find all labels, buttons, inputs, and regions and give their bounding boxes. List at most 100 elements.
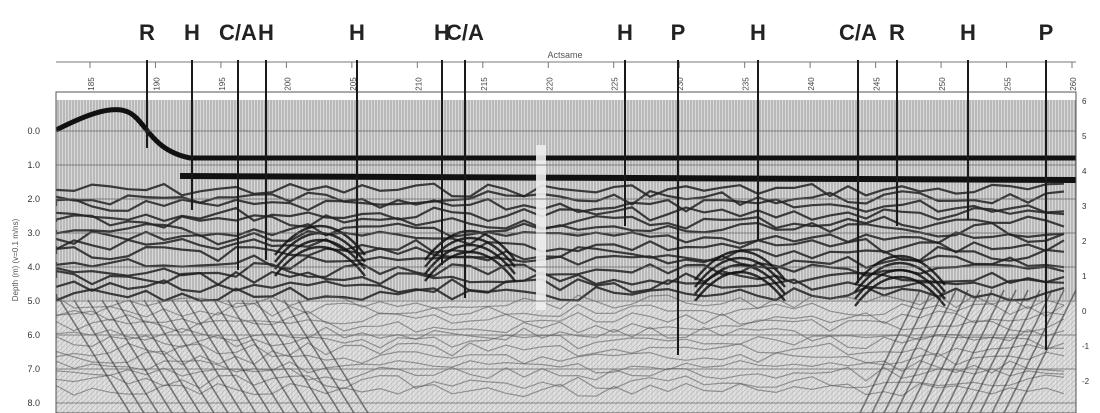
- reflection-layers: [56, 107, 1076, 413]
- right-axis-ticks: 6 5 4 3 2 1 0 -1 -2: [1082, 97, 1090, 386]
- marker-label: P: [1039, 20, 1054, 45]
- diffraction-tail: [943, 289, 1005, 413]
- hyperbola-arc: [854, 261, 946, 293]
- diffraction-tail: [967, 289, 1029, 413]
- right-tick-label: 2: [1082, 237, 1087, 246]
- top-tick-label: 220: [545, 77, 554, 91]
- hyperbola-arc: [424, 250, 516, 282]
- diffraction-tail: [185, 299, 257, 413]
- right-tick-label: 4: [1082, 167, 1087, 176]
- hyperbola-arc: [854, 275, 946, 307]
- reflection-line: [56, 285, 1065, 303]
- reflection-line: [56, 294, 1065, 310]
- hyperbola-arc: [694, 249, 786, 281]
- left-tick-label: 4.0: [27, 262, 40, 272]
- reflection-line: [56, 197, 1065, 214]
- left-tick-label: 8.0: [27, 398, 40, 408]
- reflection-line: [56, 189, 1065, 207]
- left-tick-label: 1.0: [27, 160, 40, 170]
- hyperbola-arc: [694, 270, 786, 302]
- diffraction-tail: [199, 299, 271, 413]
- hyperbola-arc: [424, 229, 516, 261]
- diffraction-tail: [883, 289, 945, 413]
- left-tick-label: 3.0: [27, 228, 40, 238]
- top-tick-label: 190: [152, 77, 161, 91]
- hyperbola-arc: [854, 268, 946, 300]
- marker-label: H: [258, 20, 274, 45]
- feature-markers: R H C/A H H HC/A H P H C/A R H P: [139, 20, 1053, 355]
- reflection-line: [56, 206, 1065, 223]
- top-tick-label: 185: [87, 77, 96, 91]
- top-tick-label: 215: [480, 77, 489, 91]
- top-tick-label: 240: [807, 77, 816, 91]
- diffraction-tail: [143, 299, 215, 413]
- hyperbola-arc: [274, 245, 366, 277]
- marker-label: H: [617, 20, 633, 45]
- top-tick-label: 225: [611, 77, 620, 91]
- top-axis-ticks: 185 190 195 200 205 210 215 220 225 230 235 240 245 2…: [87, 62, 1078, 91]
- top-tick-label: 200: [283, 77, 292, 91]
- surface-reflector: [56, 107, 1076, 161]
- top-tick-label: 255: [1004, 77, 1013, 91]
- diffraction-tail: [255, 299, 327, 413]
- right-tick-label: -2: [1082, 377, 1090, 386]
- depth-gridlines: [56, 130, 1076, 404]
- top-tick-label: 205: [349, 77, 358, 91]
- diffraction-tail: [919, 289, 981, 413]
- diffraction-tail: [907, 289, 969, 413]
- diffraction-tail: [157, 299, 229, 413]
- left-tick-label: 6.0: [27, 330, 40, 340]
- marker-label: P: [671, 20, 686, 45]
- marker-label: H: [349, 20, 365, 45]
- diffraction-tail: [213, 299, 285, 413]
- top-tick-label: 245: [873, 77, 882, 91]
- primary-reflector: [179, 173, 1076, 183]
- right-tick-label: 5: [1082, 132, 1087, 141]
- left-tick-label: 7.0: [27, 364, 40, 374]
- diffraction-tail: [241, 299, 313, 413]
- diffraction-tail: [59, 299, 131, 413]
- plot-frame: [55, 91, 1077, 413]
- reflection-line: [56, 310, 1065, 326]
- left-axis-ticks: 0.0 1.0 2.0 3.0 4.0 5.0 6.0 7.0 8.0: [27, 126, 40, 408]
- reflection-line: [56, 302, 1065, 318]
- top-tick-label: 260: [1069, 77, 1078, 91]
- hyperbola-arc: [694, 256, 786, 288]
- left-tick-label: 5.0: [27, 296, 40, 306]
- diffraction-tail: [283, 299, 355, 413]
- right-tick-label: 0: [1082, 307, 1087, 316]
- reflection-line: [56, 237, 1065, 254]
- diffraction-tail: [297, 299, 369, 413]
- diffraction-tail: [1003, 289, 1065, 413]
- diffraction-tail: [269, 299, 341, 413]
- reflection-line: [56, 342, 1065, 358]
- marker-label: R: [139, 20, 155, 45]
- marker-label: H: [750, 20, 766, 45]
- marker-label: C/A: [219, 20, 257, 45]
- hyperbola-arc: [424, 236, 516, 268]
- hyperbola-arc: [854, 254, 946, 286]
- diffraction-tail: [101, 299, 173, 413]
- diffraction-tail: [991, 289, 1053, 413]
- diffraction-tail: [227, 299, 299, 413]
- marker-label: H: [434, 20, 450, 45]
- header-band: [56, 92, 1076, 100]
- hyperbola-arc: [424, 243, 516, 275]
- reflection-line: [56, 182, 1065, 199]
- left-axis-label: Depth (m) (v=0.1 m/ns): [11, 218, 20, 301]
- marker-label: H: [960, 20, 976, 45]
- hyperbola-arc: [274, 224, 366, 256]
- right-tick-label: 3: [1082, 202, 1087, 211]
- diffraction-tail: [859, 289, 921, 413]
- reflection-line: [56, 366, 1065, 382]
- top-tick-label: 250: [938, 77, 947, 91]
- diffraction-tail: [895, 289, 957, 413]
- top-tick-label: 235: [742, 77, 751, 91]
- reflection-line: [56, 359, 1065, 374]
- marker-label: C/A: [446, 20, 484, 45]
- reflection-line: [56, 254, 1065, 271]
- diffraction-tail: [73, 299, 145, 413]
- right-tick-label: 1: [1082, 272, 1087, 281]
- diffraction-tail: [955, 289, 1017, 413]
